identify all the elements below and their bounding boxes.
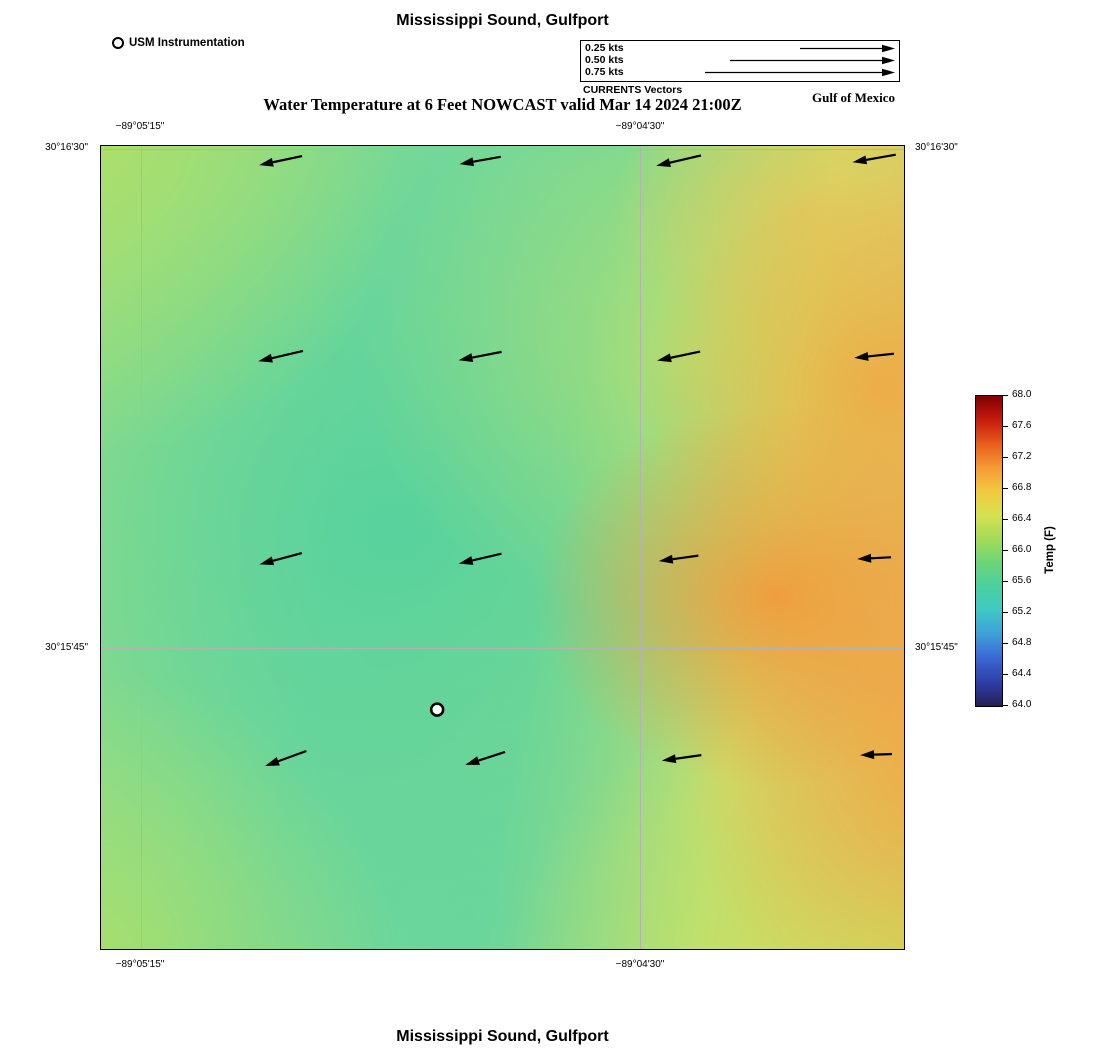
y-tick-left-top: 30°16'30": [45, 142, 88, 153]
colorbar-tick-mark: [1003, 611, 1008, 613]
colorbar-tick-label: 67.6: [1012, 420, 1032, 431]
current-vector-arrow: [656, 154, 702, 168]
colorbar-tick-mark: [1003, 549, 1008, 551]
legend-speed-075-label: 0.75 kts: [585, 66, 624, 78]
current-vector-arrow: [465, 750, 506, 765]
colorbar-tick-label: 64.0: [1012, 699, 1032, 710]
current-vector-arrow: [259, 552, 303, 566]
colorbar: 68.0 67.6 67.2 66.8 66.4 66.0 65.6 65.2 64.8 64.4…: [975, 389, 1100, 710]
colorbar-tick-mark: [1003, 704, 1008, 706]
colorbar-tick-mark: [1003, 394, 1008, 396]
legend-speed-050-label: 0.50 kts: [585, 54, 624, 66]
current-vector-arrow: [259, 154, 303, 167]
current-vectors-overlay: [258, 153, 896, 767]
instrument-marker: [429, 702, 445, 717]
colorbar-tick-label: 67.2: [1012, 451, 1032, 462]
colorbar-tick-label: 65.6: [1012, 575, 1032, 586]
legend-arrow-head: [882, 68, 895, 77]
current-vector-arrow: [458, 350, 502, 362]
temperature-field: [101, 146, 904, 949]
current-vector-arrow: [854, 351, 895, 361]
current-vector-arrow: [657, 350, 701, 363]
current-vector-arrow: [658, 554, 699, 564]
instrument-legend: USM Instrumentation: [112, 37, 245, 49]
legend-arrow-head: [882, 44, 895, 53]
currents-legend-box: 0.25 kts 0.50 kts 0.75 kts: [580, 40, 900, 82]
figure-title-top: Mississippi Sound, Gulfport: [396, 12, 609, 29]
colorbar-tick-mark: [1003, 456, 1008, 458]
x-tick-top-left: −89°05'15": [115, 121, 165, 132]
gridline-horizontal: [101, 647, 904, 649]
colorbar-tick-mark: [1003, 487, 1008, 489]
y-tick-right-bottom: 30°15'45": [915, 642, 958, 653]
colorbar-tick-label: 66.4: [1012, 513, 1032, 524]
colorbar-tick-mark: [1003, 673, 1008, 675]
colorbar-tick-mark: [1003, 425, 1008, 427]
current-vector-arrow: [661, 754, 702, 764]
gridline-vertical: [639, 146, 641, 949]
instrument-legend-label: USM Instrumentation: [129, 37, 245, 49]
colorbar-tick-label: 65.2: [1012, 606, 1032, 617]
colorbar-tick-label: 64.4: [1012, 668, 1032, 679]
current-vector-arrow: [258, 349, 304, 363]
y-tick-right-top: 30°16'30": [915, 142, 958, 153]
legend-speed-025-label: 0.25 kts: [585, 42, 624, 54]
instrument-marker-icon: [112, 37, 124, 49]
currents-legend-caption: CURRENTS Vectors: [583, 84, 683, 96]
x-tick-bottom-left: −89°05'15": [115, 959, 165, 970]
gridline-horizontal: [101, 148, 904, 150]
map-plot: [100, 145, 905, 950]
currents-legend-arrows: [705, 44, 895, 77]
figure-subtitle: Water Temperature at 6 Feet NOWCAST vali…: [263, 95, 742, 114]
current-vector-arrow: [458, 552, 502, 565]
figure-title-bottom: Mississippi Sound, Gulfport: [396, 1028, 609, 1045]
colorbar-tick-label: 64.8: [1012, 637, 1032, 648]
colorbar-axis-label: Temp (F): [1044, 526, 1056, 574]
x-tick-bottom-right: −89°04'30": [615, 959, 665, 970]
gridline-vertical: [140, 146, 142, 949]
colorbar-tick-mark: [1003, 518, 1008, 520]
current-vector-arrow: [860, 750, 893, 760]
colorbar-tick-label: 68.0: [1012, 389, 1032, 400]
current-vector-arrow: [265, 749, 307, 767]
x-tick-top-right: −89°04'30": [615, 121, 665, 132]
legend-arrow-head: [882, 56, 895, 65]
current-vector-arrow: [852, 153, 896, 165]
colorbar-tick-mark: [1003, 580, 1008, 582]
current-vector-arrow: [459, 155, 501, 167]
colorbar-tick-label: 66.0: [1012, 544, 1032, 555]
y-tick-left-bottom: 30°15'45": [45, 642, 88, 653]
current-vector-arrow: [857, 553, 892, 563]
colorbar-tick-label: 66.8: [1012, 482, 1032, 493]
colorbar-tick-mark: [1003, 642, 1008, 644]
colorbar-gradient: [975, 395, 1003, 707]
region-label: Gulf of Mexico: [812, 90, 896, 105]
